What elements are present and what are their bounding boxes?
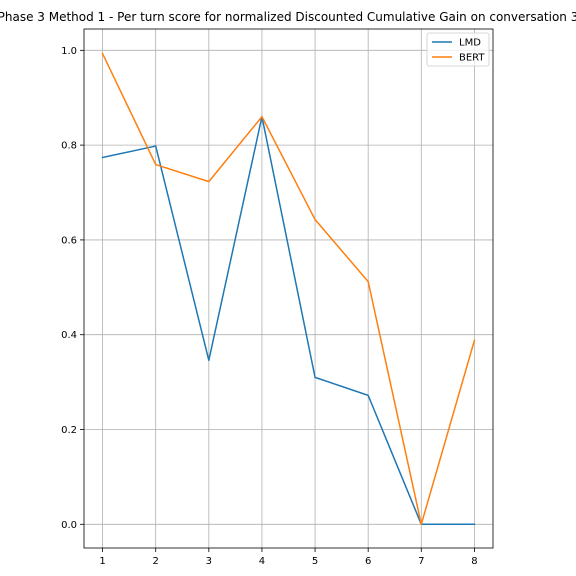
y-axis-ticks: 0.0 0.2 0.4 0.6 0.8 1.0 bbox=[61, 46, 84, 531]
y-tick-label: 0.2 bbox=[61, 425, 77, 436]
x-tick-label: 7 bbox=[418, 556, 424, 567]
grid-lines bbox=[84, 29, 493, 548]
series-line-lmd bbox=[101, 115, 476, 526]
x-tick-label: 5 bbox=[312, 556, 318, 567]
chart-title: Phase 3 Method 1 - Per turn score for no… bbox=[0, 10, 576, 24]
legend-label-bert: BERT bbox=[459, 53, 485, 64]
x-tick-label: 2 bbox=[153, 556, 159, 567]
x-axis-ticks: 1 2 3 4 5 6 7 8 bbox=[99, 548, 478, 567]
y-tick-label: 0.4 bbox=[61, 330, 77, 341]
legend: LMD BERT bbox=[426, 32, 490, 67]
x-tick-label: 1 bbox=[99, 556, 105, 567]
series-line-bert bbox=[101, 52, 476, 526]
y-tick-label: 0.8 bbox=[61, 141, 77, 152]
x-tick-label: 3 bbox=[206, 556, 212, 567]
x-tick-label: 6 bbox=[365, 556, 371, 567]
plot-frame bbox=[83, 28, 494, 549]
y-tick-label: 1.0 bbox=[61, 46, 77, 57]
x-tick-label: 4 bbox=[259, 556, 265, 567]
y-tick-label: 0.0 bbox=[61, 520, 77, 531]
y-tick-label: 0.6 bbox=[61, 235, 77, 246]
series-layer bbox=[101, 52, 476, 526]
x-tick-label: 8 bbox=[471, 556, 477, 567]
legend-label-lmd: LMD bbox=[459, 38, 481, 49]
